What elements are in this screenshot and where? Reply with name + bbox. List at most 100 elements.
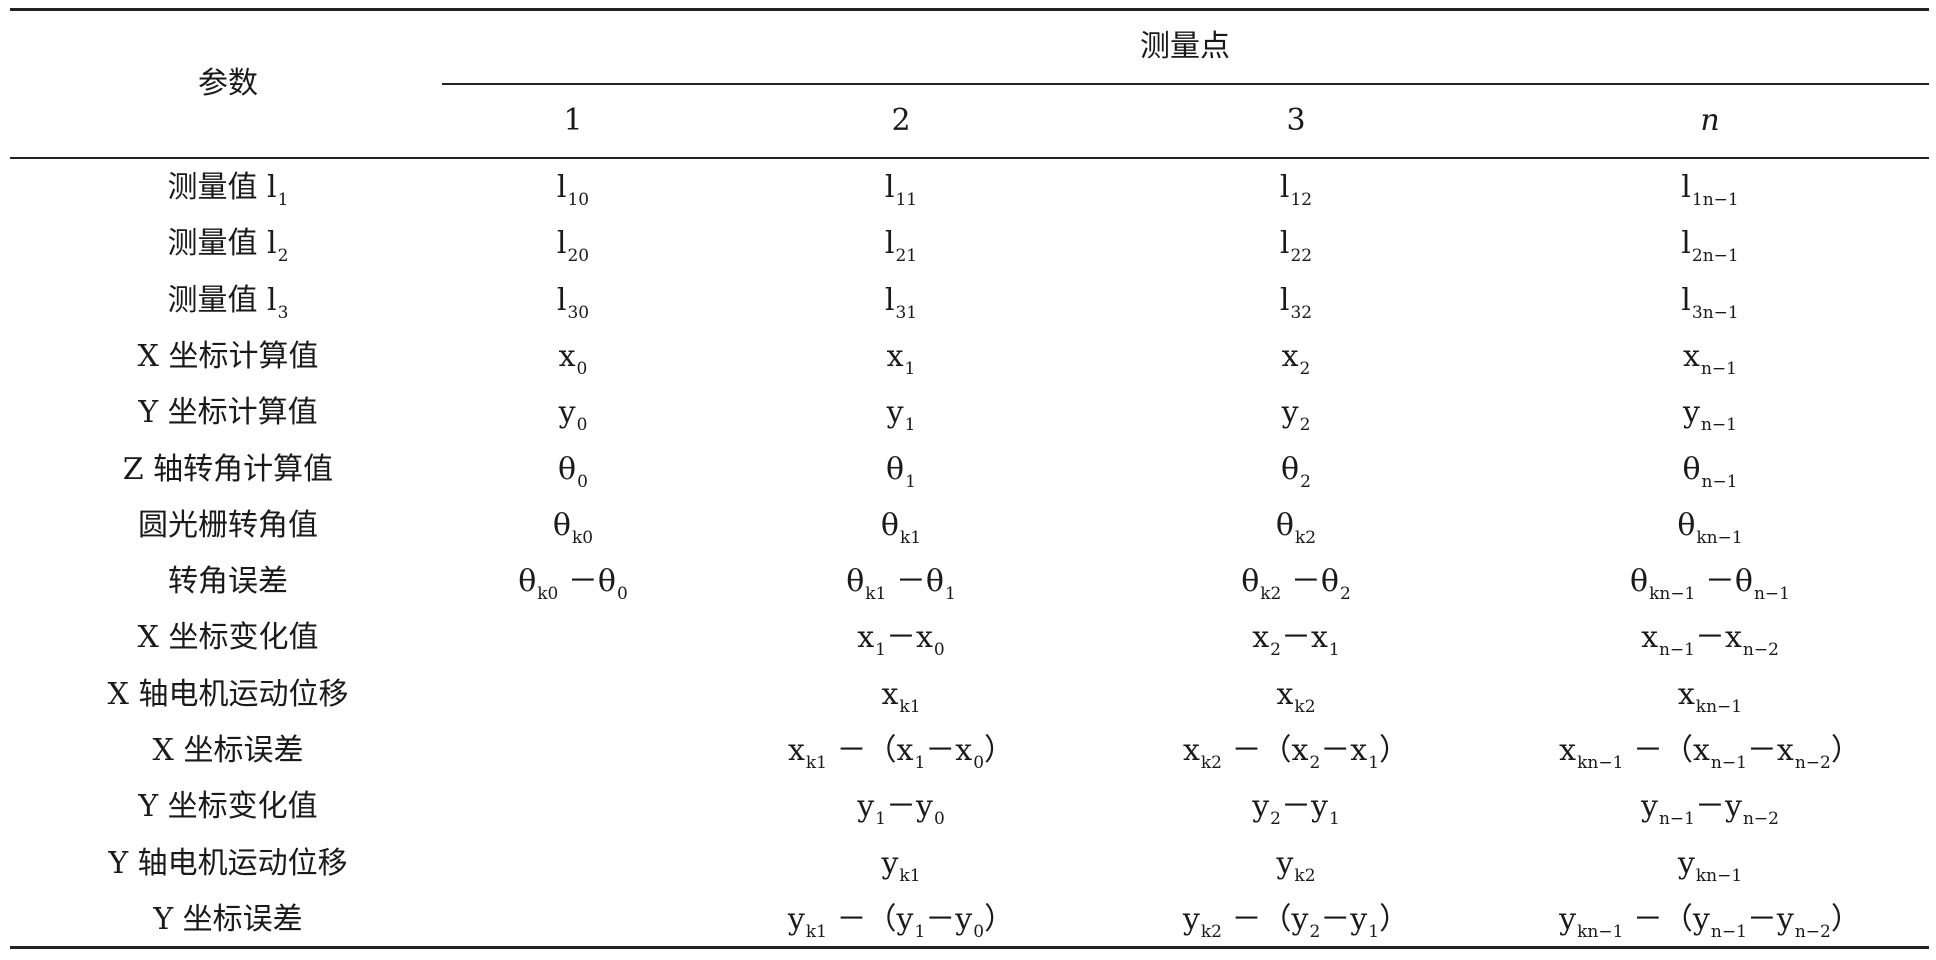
base-text: －（y [1221, 901, 1309, 937]
subscript: kn−1 [1577, 753, 1624, 773]
base-text: l [884, 282, 895, 318]
subscript: 1 [875, 809, 886, 830]
base-text: 测量值 l [167, 226, 277, 262]
column-header-1: 1 [563, 103, 583, 138]
table-cell: x1－x0 [857, 620, 945, 659]
base-text: θ [558, 451, 577, 487]
base-text: y [881, 845, 899, 881]
base-text: X 轴电机运动位移 [107, 676, 349, 712]
table-cell: x1 [886, 338, 916, 377]
subscript: 0 [577, 471, 588, 492]
subscript: 1 [914, 753, 926, 773]
subscript: 31 [895, 302, 918, 323]
table-cell: y0 [559, 398, 588, 434]
table-cell: l21 [885, 229, 917, 265]
subscript: 0 [973, 753, 985, 773]
subscript: kn−1 [1696, 527, 1743, 548]
row-label: X 坐标计算值 [137, 338, 319, 374]
base-text: x [558, 338, 576, 374]
base-text: θ [518, 564, 537, 600]
subscript: 0 [576, 358, 588, 379]
base-text: x [1683, 338, 1700, 374]
subscript: 1n−1 [1691, 190, 1739, 210]
table-cell: θk1 [881, 510, 921, 546]
row-label: 测量值 l3 [168, 285, 289, 321]
base-text: x [881, 676, 899, 712]
base-text: 测量值 l [167, 170, 277, 205]
base-text: －y [925, 901, 973, 937]
base-text: －θ [886, 564, 944, 600]
subscript: n−1 [1658, 809, 1695, 830]
table-cell: θ0 [558, 451, 588, 490]
table-cell: θkn−1 －θn−1 [1630, 567, 1790, 603]
base-text: ） [984, 901, 1015, 937]
subscript: k2 [1294, 527, 1317, 548]
base-text: l [556, 226, 567, 262]
table-cell: xkn−1 [1678, 679, 1742, 715]
base-text: 圆光栅转角值 [138, 507, 318, 543]
base-text: l [1279, 226, 1290, 262]
table-cell: y2－y1 [1252, 792, 1340, 828]
row-label: 转角误差 [168, 567, 288, 597]
subscript: kn−1 [1577, 921, 1624, 942]
table-cell: yk1 －（y1－y0） [788, 901, 1015, 940]
base-text: x [1281, 338, 1299, 374]
base-text: y [857, 789, 875, 825]
subscript: k2 [1294, 865, 1316, 886]
base-text: X 坐标计算值 [137, 338, 319, 374]
table-cell: yn−1 [1683, 395, 1737, 434]
base-text: －x [1695, 620, 1742, 656]
subscript: 1 [1328, 640, 1340, 661]
subscript: 1 [875, 640, 886, 661]
table-cell: l11 [885, 173, 917, 209]
base-text: x [1559, 733, 1577, 768]
table-cell: xn−1 [1683, 338, 1737, 377]
base-text: －y [1695, 789, 1742, 825]
subscript: 0 [973, 921, 985, 942]
base-text: y [1281, 395, 1299, 431]
table-cell: y1－y0 [857, 789, 945, 828]
subscript: 11 [895, 190, 918, 210]
base-text: l [1279, 282, 1290, 318]
table-cell: l2n−1 [1681, 229, 1738, 265]
subscript: 1 [944, 584, 956, 605]
base-text: ） [1830, 733, 1861, 768]
subscript: 0 [933, 809, 945, 830]
base-text: －x [1320, 733, 1368, 768]
base-text: －x [925, 733, 973, 768]
subscript: k2 [1200, 921, 1222, 942]
base-text: y [1641, 789, 1658, 825]
table-cell: ykn−1 －（yn−1－yn−2） [1559, 901, 1861, 940]
base-text: y [1683, 395, 1700, 431]
subscript: k1 [899, 865, 921, 886]
base-text: －θ [558, 564, 616, 600]
table-cell: l10 [557, 173, 589, 209]
row-label: Y 坐标误差 [153, 904, 302, 935]
subscript: 1 [914, 921, 926, 942]
base-text: l [556, 282, 567, 318]
base-text: －x [886, 620, 933, 656]
subscript: 2 [1270, 640, 1281, 661]
base-text: θ [1241, 564, 1260, 600]
table-cell: xn−1－xn−2 [1641, 620, 1779, 659]
base-text: －（x [827, 733, 914, 768]
subscript: kn−1 [1695, 865, 1743, 886]
subscript: k0 [571, 527, 594, 548]
subscript: 20 [567, 246, 590, 267]
subscript: 3n−1 [1691, 302, 1739, 323]
base-text: x [886, 338, 904, 374]
base-text: ） [1830, 901, 1861, 937]
base-text: －（y [1623, 901, 1710, 937]
param-header: 参数 [198, 66, 258, 101]
table-cell: l30 [556, 282, 589, 321]
row-label: Z 轴转角计算值 [122, 451, 334, 487]
subscript: 30 [567, 302, 590, 323]
base-text: Y 坐标计算值 [138, 395, 318, 431]
subscript: n−2 [1794, 921, 1831, 942]
base-text: Z 轴转角计算值 [122, 451, 334, 487]
base-text: x [1276, 676, 1294, 712]
base-text: X 坐标误差 [152, 733, 304, 768]
base-text: θ [1682, 451, 1701, 487]
table-cell: xk1 －（x1－x0） [788, 733, 1014, 772]
table-cell: θk2 －θ2 [1241, 564, 1351, 603]
